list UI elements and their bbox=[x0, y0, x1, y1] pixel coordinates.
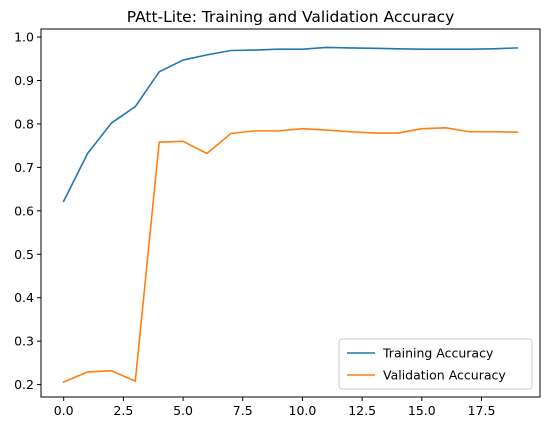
y-tick-label: 0.2 bbox=[14, 377, 34, 392]
plot-area-frame bbox=[40, 28, 541, 398]
y-tick-label: 0.4 bbox=[14, 290, 34, 305]
x-tick-label: 2.5 bbox=[113, 403, 133, 418]
series-line-training-accuracy bbox=[62, 46, 519, 203]
x-tick-label: 15.0 bbox=[408, 403, 436, 418]
y-tick-label: 0.7 bbox=[14, 160, 34, 175]
x-tick-label: 10.0 bbox=[289, 403, 317, 418]
x-tick-label: 5.0 bbox=[173, 403, 193, 418]
y-axis: 0.2 0.3 0.4 0.5 0.6 0.7 0.8 0.9 1.0 bbox=[14, 30, 41, 392]
y-tick-label: 1.0 bbox=[14, 30, 34, 45]
legend: Training Accuracy Validation Accuracy bbox=[338, 338, 533, 390]
y-tick-label: 0.5 bbox=[14, 247, 34, 262]
x-axis: 0.0 2.5 5.0 7.5 10.0 12.5 15.0 17.5 bbox=[54, 397, 496, 418]
legend-box bbox=[338, 338, 533, 390]
legend-label-training-accuracy: Training Accuracy bbox=[382, 346, 494, 361]
y-tick-label: 0.8 bbox=[14, 116, 34, 131]
y-tick-label: 0.9 bbox=[14, 73, 34, 88]
y-tick-label: 0.6 bbox=[14, 203, 34, 218]
x-tick-label: 7.5 bbox=[233, 403, 253, 418]
chart-title: PAtt-Lite: Training and Validation Accur… bbox=[127, 8, 455, 26]
series-line-validation-accuracy bbox=[62, 127, 519, 384]
series-layer bbox=[62, 46, 519, 384]
x-tick-label: 17.5 bbox=[468, 403, 496, 418]
x-tick-label: 0.0 bbox=[54, 403, 74, 418]
x-tick-label: 12.5 bbox=[348, 403, 376, 418]
legend-label-validation-accuracy: Validation Accuracy bbox=[383, 368, 506, 383]
y-tick-label: 0.3 bbox=[14, 334, 34, 349]
